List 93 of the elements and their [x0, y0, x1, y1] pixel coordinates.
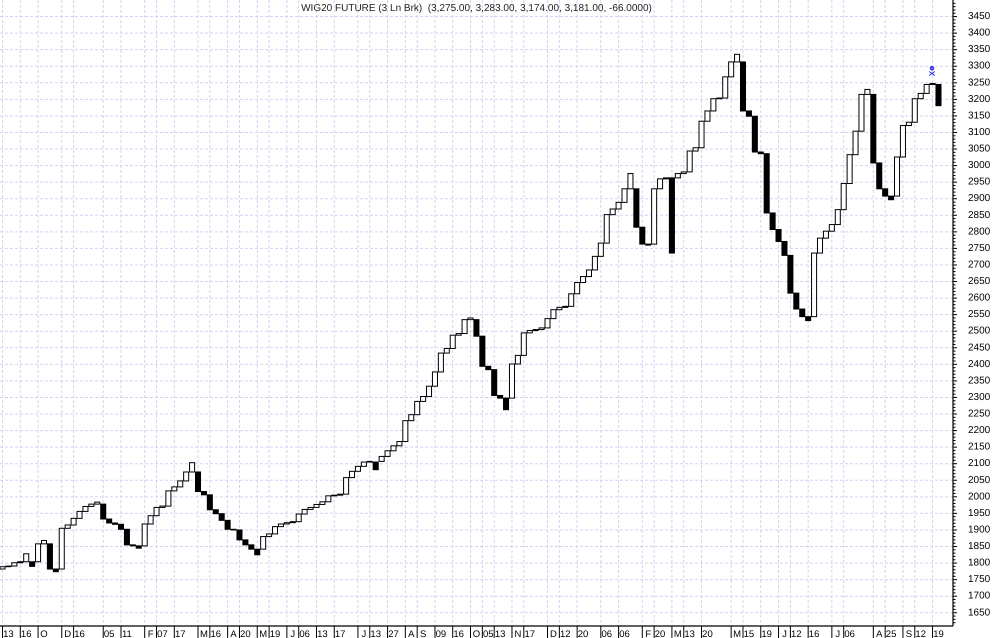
- x-tick-label: 07: [157, 629, 168, 638]
- y-tick-label: 2300: [968, 392, 991, 403]
- x-tick-label: J: [290, 629, 296, 638]
- y-tick-label: 3350: [968, 44, 991, 56]
- y-tick-label: 2900: [968, 193, 991, 204]
- x-tick-label: O: [40, 629, 48, 638]
- y-tick-label: 2000: [968, 491, 991, 502]
- y-tick-label: 2050: [968, 474, 991, 486]
- x-tick-label: 13: [317, 629, 328, 638]
- x-tick-label: 20: [654, 629, 666, 638]
- x-tick-label: M: [259, 629, 268, 638]
- x-tick-label: A: [876, 629, 884, 638]
- y-tick-label: 2950: [968, 176, 991, 188]
- x-tick-label: 13: [684, 629, 695, 638]
- x-tick-label: M: [674, 629, 682, 638]
- x-tick-label: 06: [299, 629, 310, 638]
- y-tick-label: 3050: [968, 144, 991, 155]
- x-tick-label: 25: [886, 629, 896, 638]
- x-tick-label: 20: [702, 629, 713, 638]
- x-tick-label: 12: [560, 629, 571, 638]
- y-tick-label: 3400: [968, 28, 991, 39]
- chart-title: WIG20 FUTURE (3 Ln Brk) (3,275.00, 3,283.00, 3,174.00, 3,181.00, -66.0000): [301, 3, 652, 14]
- y-tick-label: 2850: [968, 210, 991, 221]
- x-tick-label: 13: [3, 629, 14, 638]
- y-tick-label: 3100: [968, 126, 991, 138]
- x-tick-label: 13: [494, 629, 506, 638]
- x-tick-label: S: [420, 629, 426, 638]
- y-tick-label: 2550: [968, 309, 991, 320]
- x-tick-label: 06: [601, 629, 612, 638]
- y-tick-label: 1900: [968, 524, 991, 536]
- y-tick-label: 3150: [968, 110, 991, 122]
- x-tick-label: F: [148, 629, 154, 638]
- x-tick-label: D: [64, 629, 72, 638]
- y-tick-label: 2400: [968, 358, 991, 370]
- y-tick-label: 2450: [968, 342, 991, 354]
- x-tick-label: M: [200, 629, 208, 638]
- y-tick-label: 2200: [968, 425, 991, 436]
- y-tick-label: 2800: [968, 226, 991, 238]
- y-tick-label: 1800: [968, 558, 991, 569]
- x-tick-label: J: [361, 629, 366, 638]
- x-tick-label: 06: [619, 629, 630, 638]
- x-tick-label: D: [550, 629, 557, 638]
- y-tick-label: 2500: [968, 326, 991, 337]
- x-tick-label: 16: [453, 629, 464, 638]
- y-tick-label: 2150: [968, 442, 991, 453]
- x-tick-label: 06: [844, 629, 855, 638]
- y-tick-label: 2350: [968, 375, 991, 386]
- y-tick-label: 1950: [968, 508, 991, 519]
- x-tick-label: 17: [174, 629, 186, 638]
- y-tick-label: 2650: [968, 276, 991, 288]
- x-tick-label: 19: [270, 629, 280, 638]
- x-tick-label: 12: [791, 629, 802, 638]
- y-tick-label: 3300: [968, 60, 991, 72]
- x-tick-label: 09: [436, 629, 446, 638]
- x-tick-label: 19: [761, 629, 772, 638]
- x-tick-label: 15: [744, 629, 754, 638]
- x-tick-label: N: [514, 629, 522, 638]
- x-tick-label: M: [733, 629, 742, 638]
- x-tick-label: 05: [482, 629, 494, 638]
- y-tick-label: 1650: [968, 607, 991, 618]
- y-tick-label: 2100: [968, 458, 991, 470]
- x-tick-label: J: [835, 629, 840, 638]
- x-tick-label: 16: [808, 629, 820, 638]
- y-tick-label: 2600: [968, 292, 991, 304]
- x-tick-label: 11: [122, 629, 132, 638]
- x-tick-label: 17: [524, 629, 536, 638]
- x-tick-label: 27: [388, 629, 399, 638]
- y-tick-label: 2750: [968, 242, 991, 254]
- y-tick-label: 3000: [968, 160, 991, 172]
- x-tick-label: 17: [334, 629, 346, 638]
- x-tick-label: J: [782, 629, 788, 638]
- y-tick-label: 2250: [968, 408, 991, 420]
- x-tick-label: F: [645, 629, 652, 638]
- y-tick-label: 3200: [968, 94, 991, 105]
- x-tick-label: A: [230, 629, 238, 638]
- x-tick-label: 12: [915, 629, 926, 638]
- y-tick-label: 3450: [968, 11, 991, 22]
- x-tick-label: 05: [104, 629, 114, 638]
- x-tick-label: S: [906, 629, 912, 638]
- x-tick-label: 20: [240, 629, 251, 638]
- x-tick-label: 16: [210, 629, 222, 638]
- x-tick-label: 13: [370, 629, 382, 638]
- y-tick-label: 2700: [968, 259, 991, 270]
- y-tick-label: 1850: [968, 541, 991, 552]
- x-tick-label: O: [472, 629, 480, 638]
- x-tick-label: A: [408, 629, 416, 638]
- y-tick-label: 1750: [968, 574, 991, 586]
- y-tick-label: 3250: [968, 77, 991, 88]
- x-tick-label: 19: [933, 629, 944, 638]
- x-tick-label: 16: [20, 629, 32, 638]
- x-tick-label: 16: [74, 629, 85, 638]
- x-tick-label: 20: [578, 629, 588, 638]
- y-tick-label: 1700: [968, 590, 991, 602]
